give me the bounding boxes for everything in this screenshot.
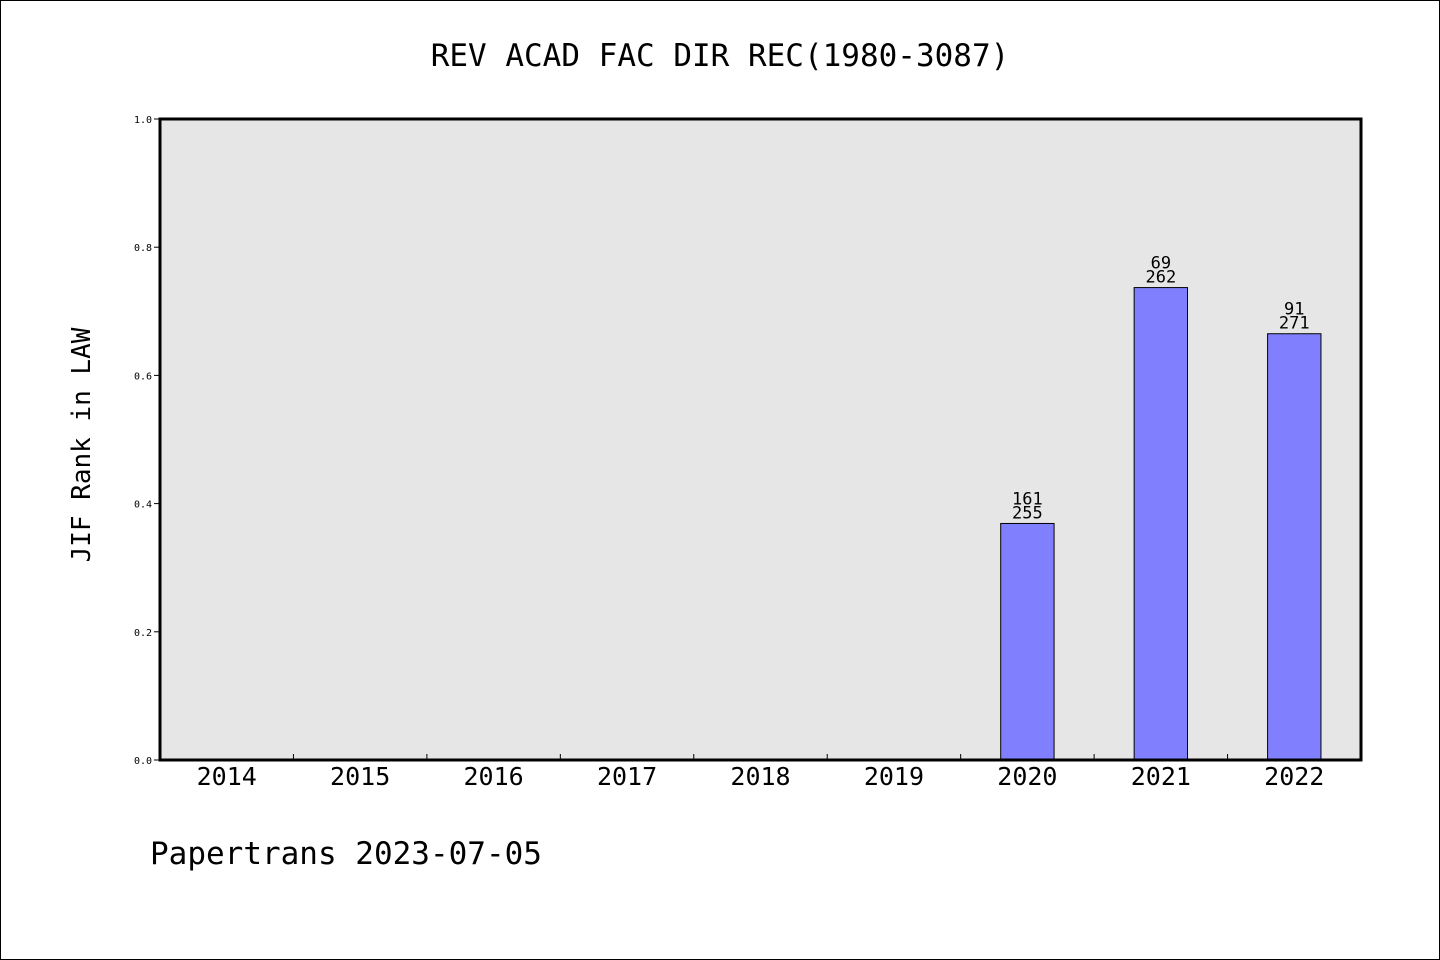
y-tick-label: 0.6 (134, 371, 152, 382)
y-tick-label: 1.0 (134, 115, 152, 126)
y-tick-label: 0.2 (134, 628, 152, 639)
y-axis-label: JIF Rank in LAW (67, 327, 97, 562)
x-tick-label: 2016 (464, 762, 524, 791)
plot-border (158, 117, 1363, 762)
y-tick-label: 0.8 (134, 243, 152, 254)
y-tick-label: 0.0 (134, 756, 152, 767)
bar-total-label: 262 (1145, 268, 1176, 288)
x-tick-label: 2022 (1264, 762, 1324, 791)
bar-2022 (1267, 333, 1322, 761)
bar-2021 (1133, 287, 1189, 761)
x-tick-label: 2015 (330, 762, 390, 791)
x-tick-label: 2020 (997, 762, 1057, 791)
y-tick-label: 0.4 (134, 500, 152, 511)
x-tick-label: 2019 (864, 762, 924, 791)
chart-title: REV ACAD FAC DIR REC(1980-3087) (431, 38, 1010, 74)
bar-rank-label: 91 (1284, 300, 1304, 320)
x-tick-label: 2017 (597, 762, 657, 791)
bar-2020 (1000, 522, 1055, 761)
bar-total-label: 271 (1279, 314, 1310, 334)
bar-total-label: 255 (1012, 503, 1043, 523)
x-tick-label: 2014 (197, 762, 257, 791)
x-tick-label: 2021 (1131, 762, 1191, 791)
bar-rank-label: 161 (1012, 489, 1043, 509)
bar-rank-label: 69 (1151, 254, 1171, 274)
x-tick-label: 2018 (730, 762, 790, 791)
footer-text: Papertrans 2023-07-05 (150, 836, 542, 872)
